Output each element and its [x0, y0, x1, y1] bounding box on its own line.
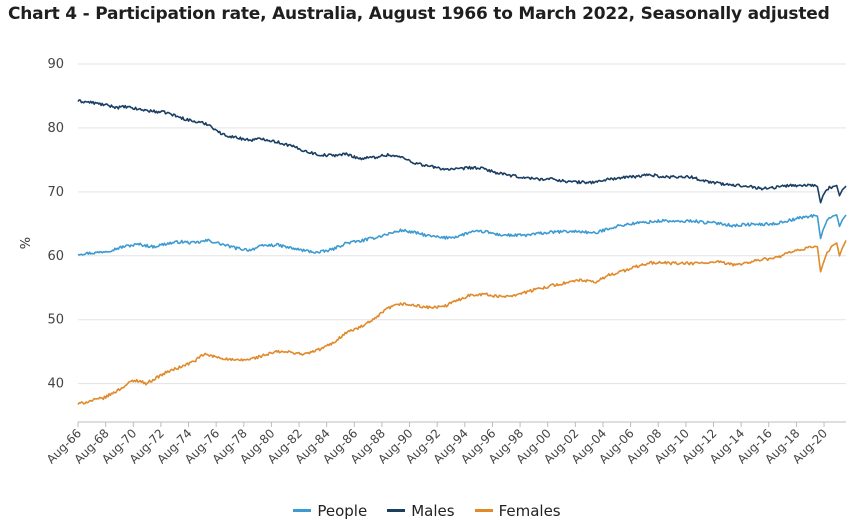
- legend-item-females[interactable]: Females: [474, 501, 561, 520]
- legend-label: Females: [498, 501, 561, 520]
- y-tick-label: 70: [47, 185, 64, 200]
- legend-item-males[interactable]: Males: [387, 501, 455, 520]
- y-tick-label: 60: [47, 249, 64, 264]
- series-line-people: [77, 214, 847, 256]
- series-line-males: [77, 99, 847, 204]
- gridlines: [78, 63, 846, 385]
- y-tick-label: 90: [47, 57, 64, 72]
- y-axis-ticks: 40 50 60 70 80 90: [47, 57, 64, 392]
- x-axis-ticks: Aug-66Aug-68Aug-70Aug-72Aug-74Aug-76Aug-…: [44, 422, 830, 467]
- y-tick-label: 80: [47, 121, 64, 136]
- chart-title: Chart 4 - Participation rate, Australia,…: [8, 4, 830, 24]
- y-tick-label: 50: [47, 313, 64, 328]
- legend-label: Males: [411, 501, 455, 520]
- legend-label: People: [317, 501, 368, 520]
- y-tick-label: 40: [47, 377, 64, 392]
- legend-swatch: [387, 509, 406, 512]
- y-axis-label: %: [19, 237, 34, 249]
- legend-swatch: [293, 509, 312, 512]
- series-line-females: [77, 240, 847, 405]
- legend: People Males Females: [0, 498, 854, 520]
- legend-item-people[interactable]: People: [293, 502, 367, 520]
- series-lines: [77, 99, 847, 405]
- legend-swatch: [474, 509, 493, 512]
